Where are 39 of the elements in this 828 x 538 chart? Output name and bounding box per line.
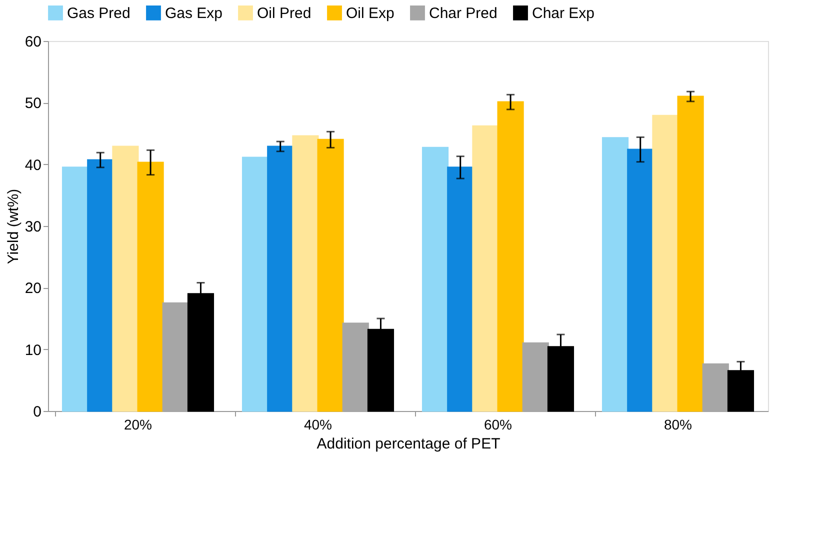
y-tick-label: 60 bbox=[24, 34, 42, 50]
legend-label: Oil Exp bbox=[346, 4, 394, 22]
bar bbox=[87, 159, 114, 412]
x-tick-label: 20% bbox=[124, 416, 152, 432]
bar bbox=[652, 114, 679, 412]
bar bbox=[522, 342, 549, 412]
bar bbox=[702, 363, 729, 412]
bar bbox=[317, 138, 344, 412]
bar bbox=[137, 162, 164, 412]
x-tick-label: 40% bbox=[304, 416, 332, 432]
bar bbox=[162, 302, 189, 412]
bar bbox=[342, 322, 369, 412]
x-tick-label: 80% bbox=[664, 416, 692, 432]
bar bbox=[242, 156, 269, 412]
y-tick-label: 0 bbox=[33, 404, 42, 420]
bar bbox=[112, 146, 139, 412]
y-tick-label: 20 bbox=[24, 280, 42, 298]
legend-label: Gas Pred bbox=[67, 4, 130, 22]
legend-label: Char Pred bbox=[429, 4, 498, 22]
legend-label: Char Exp bbox=[532, 4, 595, 22]
y-tick-label: 10 bbox=[24, 342, 42, 359]
bar bbox=[677, 96, 704, 412]
bar bbox=[267, 146, 294, 412]
x-tick-label: 60% bbox=[484, 416, 512, 432]
bar bbox=[62, 166, 89, 412]
y-tick-label: 50 bbox=[24, 95, 42, 112]
bar bbox=[497, 101, 524, 412]
bar bbox=[422, 146, 449, 412]
bar bbox=[292, 135, 319, 412]
legend-label: Gas Exp bbox=[165, 4, 223, 22]
y-axis-title: Yield (wt%) bbox=[4, 188, 22, 264]
bar bbox=[627, 148, 654, 412]
bar bbox=[447, 166, 474, 412]
x-axis-title: Addition percentage of PET bbox=[316, 436, 500, 452]
bar bbox=[472, 125, 499, 412]
y-tick-label: 30 bbox=[24, 218, 42, 236]
bar bbox=[602, 137, 629, 412]
legend-label: Oil Pred bbox=[257, 4, 312, 22]
y-tick-label: 40 bbox=[24, 156, 42, 174]
